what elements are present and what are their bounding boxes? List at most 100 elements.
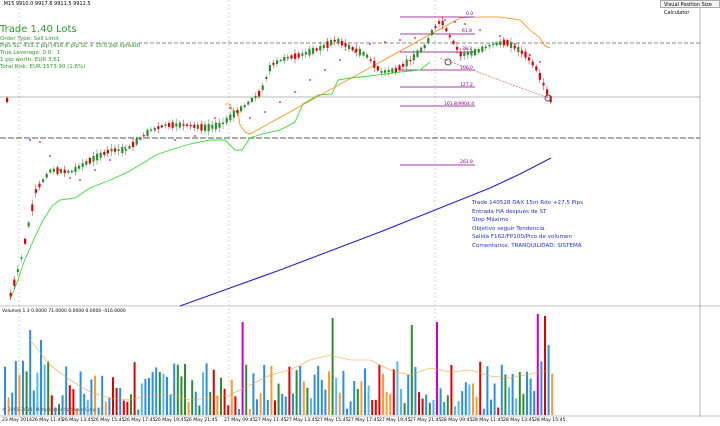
volume-bar: [295, 370, 298, 415]
candle: [456, 46, 459, 50]
symbol-header: .M15 9910.0 9917.8 9911.5 9912.5: [2, 1, 91, 7]
volume-bar: [508, 387, 510, 415]
candle: [60, 169, 63, 173]
volume-average-line: [29, 339, 551, 401]
candle: [499, 41, 502, 45]
position-size-calculator-panel[interactable]: Visual Position Size Calculator: [660, 0, 720, 16]
volume-bar: [392, 369, 395, 415]
volume-bar: [536, 314, 539, 415]
candle: [45, 174, 48, 178]
fib-label-2: 38.2: [462, 47, 473, 52]
volume-bar: [137, 409, 140, 415]
candle: [438, 21, 441, 24]
volume-bar: [389, 393, 392, 415]
candle: [394, 68, 397, 72]
candle: [466, 52, 469, 55]
pip-worth-line: 1 pip worth: EUR 3.61: [0, 57, 61, 63]
volume-bar: [331, 318, 334, 415]
candle: [268, 65, 271, 72]
volume-bar: [158, 372, 161, 415]
candle: [492, 44, 495, 46]
candle: [168, 123, 171, 127]
candle: [81, 163, 84, 167]
volume-bar: [50, 395, 53, 415]
candle: [452, 40, 455, 44]
volume-bar: [320, 379, 323, 415]
time-label: 26 May 17:45: [124, 418, 156, 423]
volume-bar: [83, 393, 86, 415]
candle: [207, 124, 210, 131]
volume-bar: [382, 373, 384, 415]
candle: [9, 292, 12, 297]
volume-bar: [36, 372, 39, 415]
volume-histogram: [4, 314, 554, 415]
volume-bar: [126, 401, 129, 415]
candle: [535, 66, 538, 71]
volume-bar: [270, 365, 273, 415]
volume-bar: [497, 407, 500, 415]
note-line: Objetivo seguir Tendencia.: [472, 225, 547, 232]
volume-bar: [223, 388, 226, 415]
candle: [164, 124, 167, 126]
volume-bar: [432, 399, 435, 415]
volume-bar: [162, 373, 165, 415]
candle: [157, 126, 160, 129]
candle: [330, 40, 333, 46]
candle: [380, 70, 383, 73]
candle: [63, 169, 66, 174]
candle: [13, 279, 16, 286]
volume-bar: [122, 400, 125, 415]
candle: [326, 41, 329, 48]
time-label: 27 May 13:45: [286, 418, 318, 423]
time-label: 27 May 19:45: [379, 418, 411, 423]
candle: [384, 70, 387, 73]
volume-bar: [241, 322, 244, 415]
volume-bar: [281, 393, 284, 415]
candle: [448, 35, 451, 38]
candle: [121, 146, 124, 154]
volume-bar: [425, 394, 428, 415]
volume-bar: [130, 394, 132, 415]
candle: [24, 238, 27, 244]
candle: [232, 111, 235, 118]
candle: [304, 52, 307, 55]
candle: [96, 153, 99, 161]
volume-bar: [302, 381, 305, 415]
volume-bar: [461, 391, 464, 415]
candle: [218, 122, 221, 128]
volume-bar: [54, 407, 57, 415]
candle: [38, 183, 41, 188]
candle: [319, 46, 322, 51]
volume-bar: [385, 391, 388, 415]
candle: [409, 60, 412, 62]
volume-bar: [490, 399, 492, 415]
volume-bar: [115, 387, 118, 415]
volume-bar: [504, 374, 507, 415]
candle: [427, 37, 430, 43]
candle: [146, 129, 149, 136]
candle: [506, 40, 509, 46]
volume-bar: [263, 364, 266, 415]
volume-bar: [65, 366, 68, 415]
candle: [391, 68, 394, 73]
candle: [484, 46, 487, 49]
volume-bar: [414, 367, 417, 415]
volume-bar: [428, 402, 431, 415]
volume-bar: [151, 372, 154, 415]
volume-bar: [230, 379, 233, 415]
fib-label-3: 100.0: [460, 66, 473, 71]
volume-bar: [306, 387, 309, 415]
fib-label-4: 127.2: [460, 83, 473, 88]
trade-exit-marker: [544, 94, 552, 102]
candle: [20, 257, 23, 259]
candle: [56, 167, 59, 174]
candle: [240, 106, 243, 112]
volume-bar: [349, 401, 352, 415]
candle: [78, 165, 81, 169]
candle: [337, 38, 340, 44]
time-label: 27 May 09:45: [224, 418, 256, 423]
volume-bar: [277, 383, 280, 415]
volume-bar: [299, 365, 302, 415]
candle: [265, 76, 268, 79]
